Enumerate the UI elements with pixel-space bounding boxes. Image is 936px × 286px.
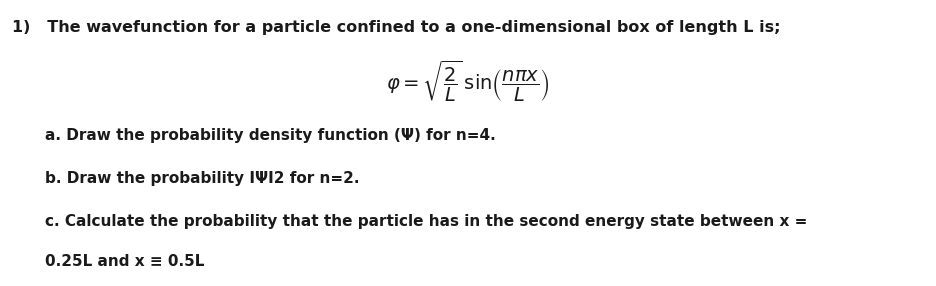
Text: 1)   The wavefunction for a particle confined to a one-dimensional box of length: 1) The wavefunction for a particle confi… <box>12 20 781 35</box>
Text: 0.25L and x ≡ 0.5L: 0.25L and x ≡ 0.5L <box>45 254 204 269</box>
Text: a. Draw the probability density function (Ψ) for n=4.: a. Draw the probability density function… <box>45 128 496 143</box>
Text: $\varphi = \sqrt{\dfrac{2}{L}}\, \mathrm{sin}\left(\dfrac{n\pi x}{L}\right)$: $\varphi = \sqrt{\dfrac{2}{L}}\, \mathrm… <box>387 59 549 104</box>
Text: c. Calculate the probability that the particle has in the second energy state be: c. Calculate the probability that the pa… <box>45 214 808 229</box>
Text: b. Draw the probability IΨI2 for n=2.: b. Draw the probability IΨI2 for n=2. <box>45 171 359 186</box>
